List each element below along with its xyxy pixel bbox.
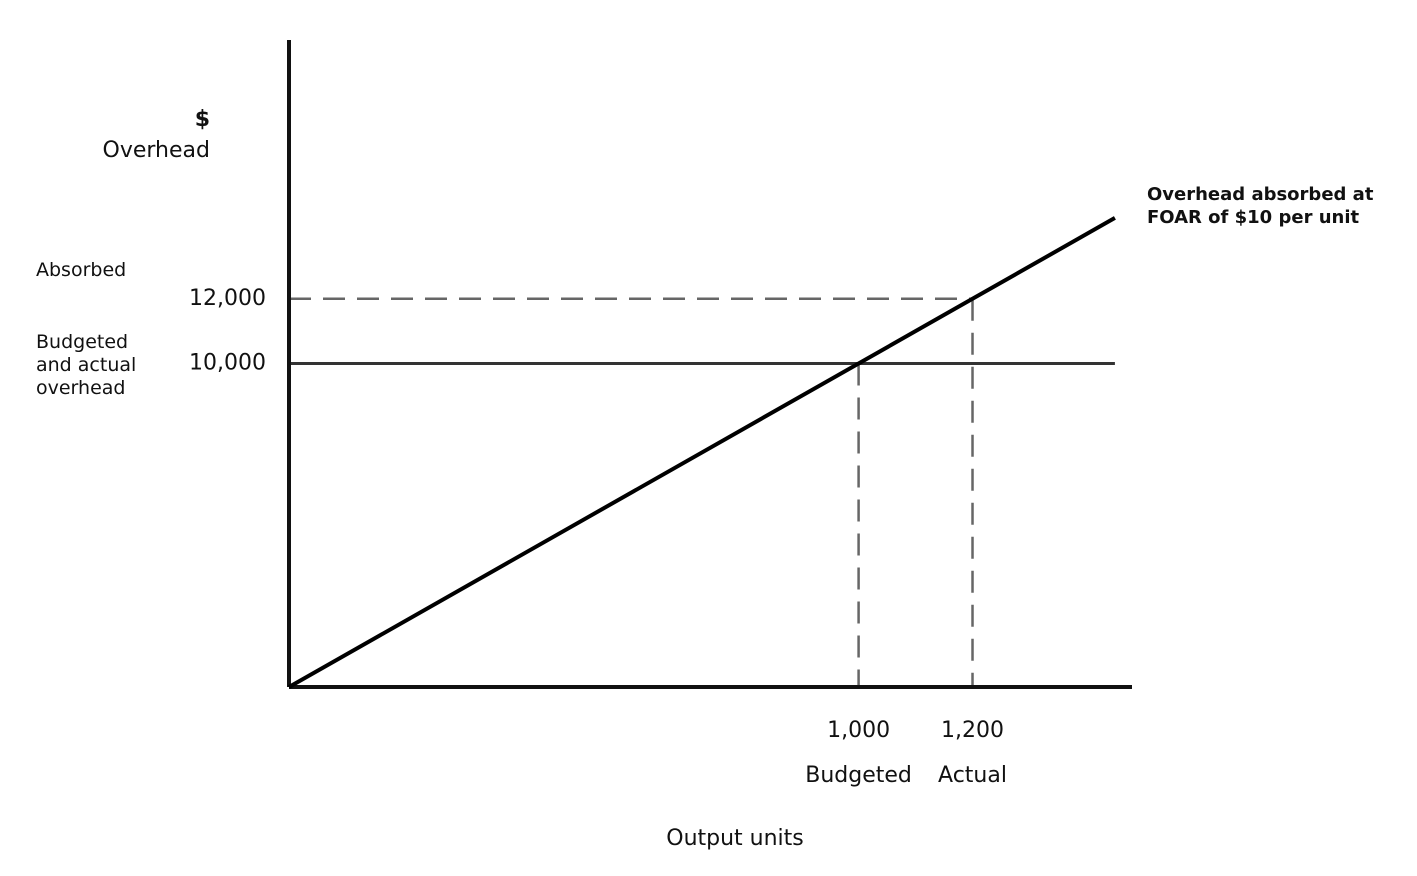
y-tick-caption: Absorbed [36,259,127,281]
y-axis-label-line: Overhead [102,138,210,163]
x-tick-caption: Actual [938,763,1007,788]
y-axis-label-line: $ [194,107,210,132]
y-tick-label: 12,000 [189,286,266,311]
x-tick-caption: Budgeted [805,763,912,788]
y-tick-caption: Budgeted and actual overhead [36,331,137,399]
series-label: Overhead absorbed at FOAR of $10 per uni… [1147,184,1374,228]
y-axis-label: $ Overhead [60,104,210,166]
y-tick-label: 10,000 [189,351,266,376]
series-line [288,216,1116,689]
x-axis-label: Output units [666,826,804,851]
x-tick-label: 1,200 [941,718,1004,743]
x-tick-label: 1,000 [827,718,890,743]
